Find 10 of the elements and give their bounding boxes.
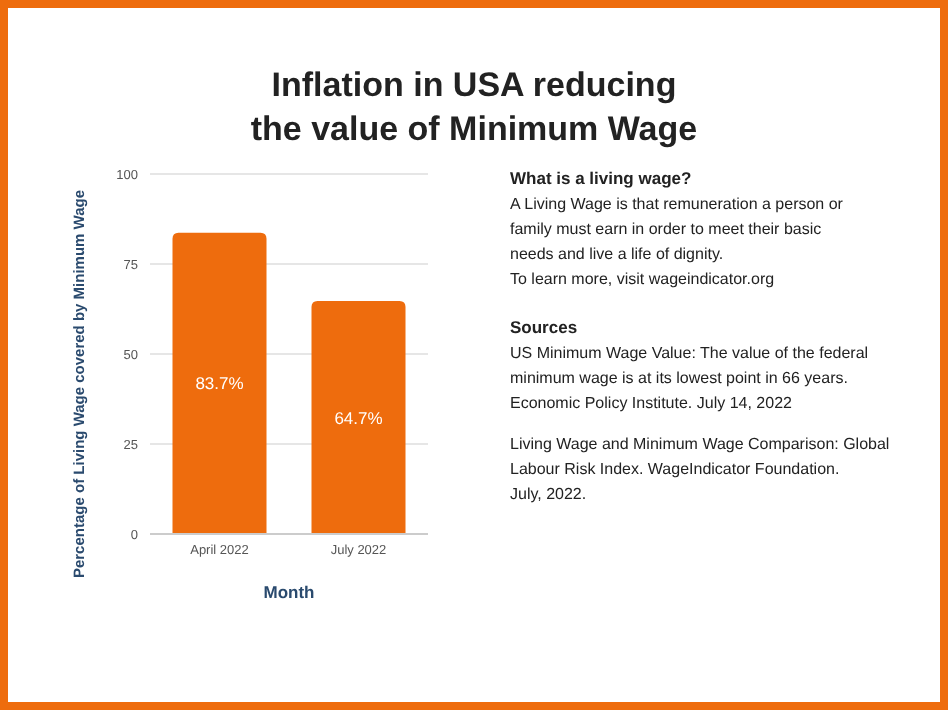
data-label: 64.7% bbox=[334, 407, 384, 428]
text: A Living Wage is that remuneration a person or family must earn in order to meet their basic needs and live a life of dignity. bbox=[510, 195, 844, 263]
text: Sources bbox=[510, 317, 578, 337]
text: What is a living wage? bbox=[510, 168, 692, 188]
text: To learn more, visit wageindicator.org bbox=[510, 270, 775, 288]
data-label: 83.7% bbox=[195, 373, 245, 394]
chart-title: Inflation in USA reducing the value of Minimum Wage bbox=[250, 66, 698, 148]
text: US Minimum Wage Value: The value of the federal minimum wage is at its lowest point in 66 years. Economic Policy Institute. July 14, 2022 bbox=[510, 344, 869, 412]
text: Living Wage and Minimum Wage Comparison: Global Labour Risk Index. WageIndicator Foundation. July, 2022. bbox=[510, 435, 890, 503]
x-axis-title: Month bbox=[263, 582, 315, 602]
